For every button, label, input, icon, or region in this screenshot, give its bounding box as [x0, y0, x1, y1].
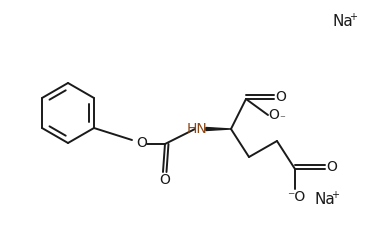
Text: O: O — [137, 136, 147, 150]
Text: +: + — [349, 12, 357, 22]
Text: ⁻: ⁻ — [279, 114, 285, 124]
Text: O: O — [269, 108, 279, 122]
Text: HN: HN — [187, 122, 207, 136]
Text: Na: Na — [315, 192, 336, 207]
Text: ⁻O: ⁻O — [287, 190, 305, 204]
Polygon shape — [206, 128, 231, 131]
Text: O: O — [160, 173, 170, 187]
Text: Na: Na — [333, 15, 354, 30]
Text: O: O — [327, 160, 337, 174]
Text: +: + — [331, 190, 339, 200]
Text: O: O — [276, 90, 286, 104]
